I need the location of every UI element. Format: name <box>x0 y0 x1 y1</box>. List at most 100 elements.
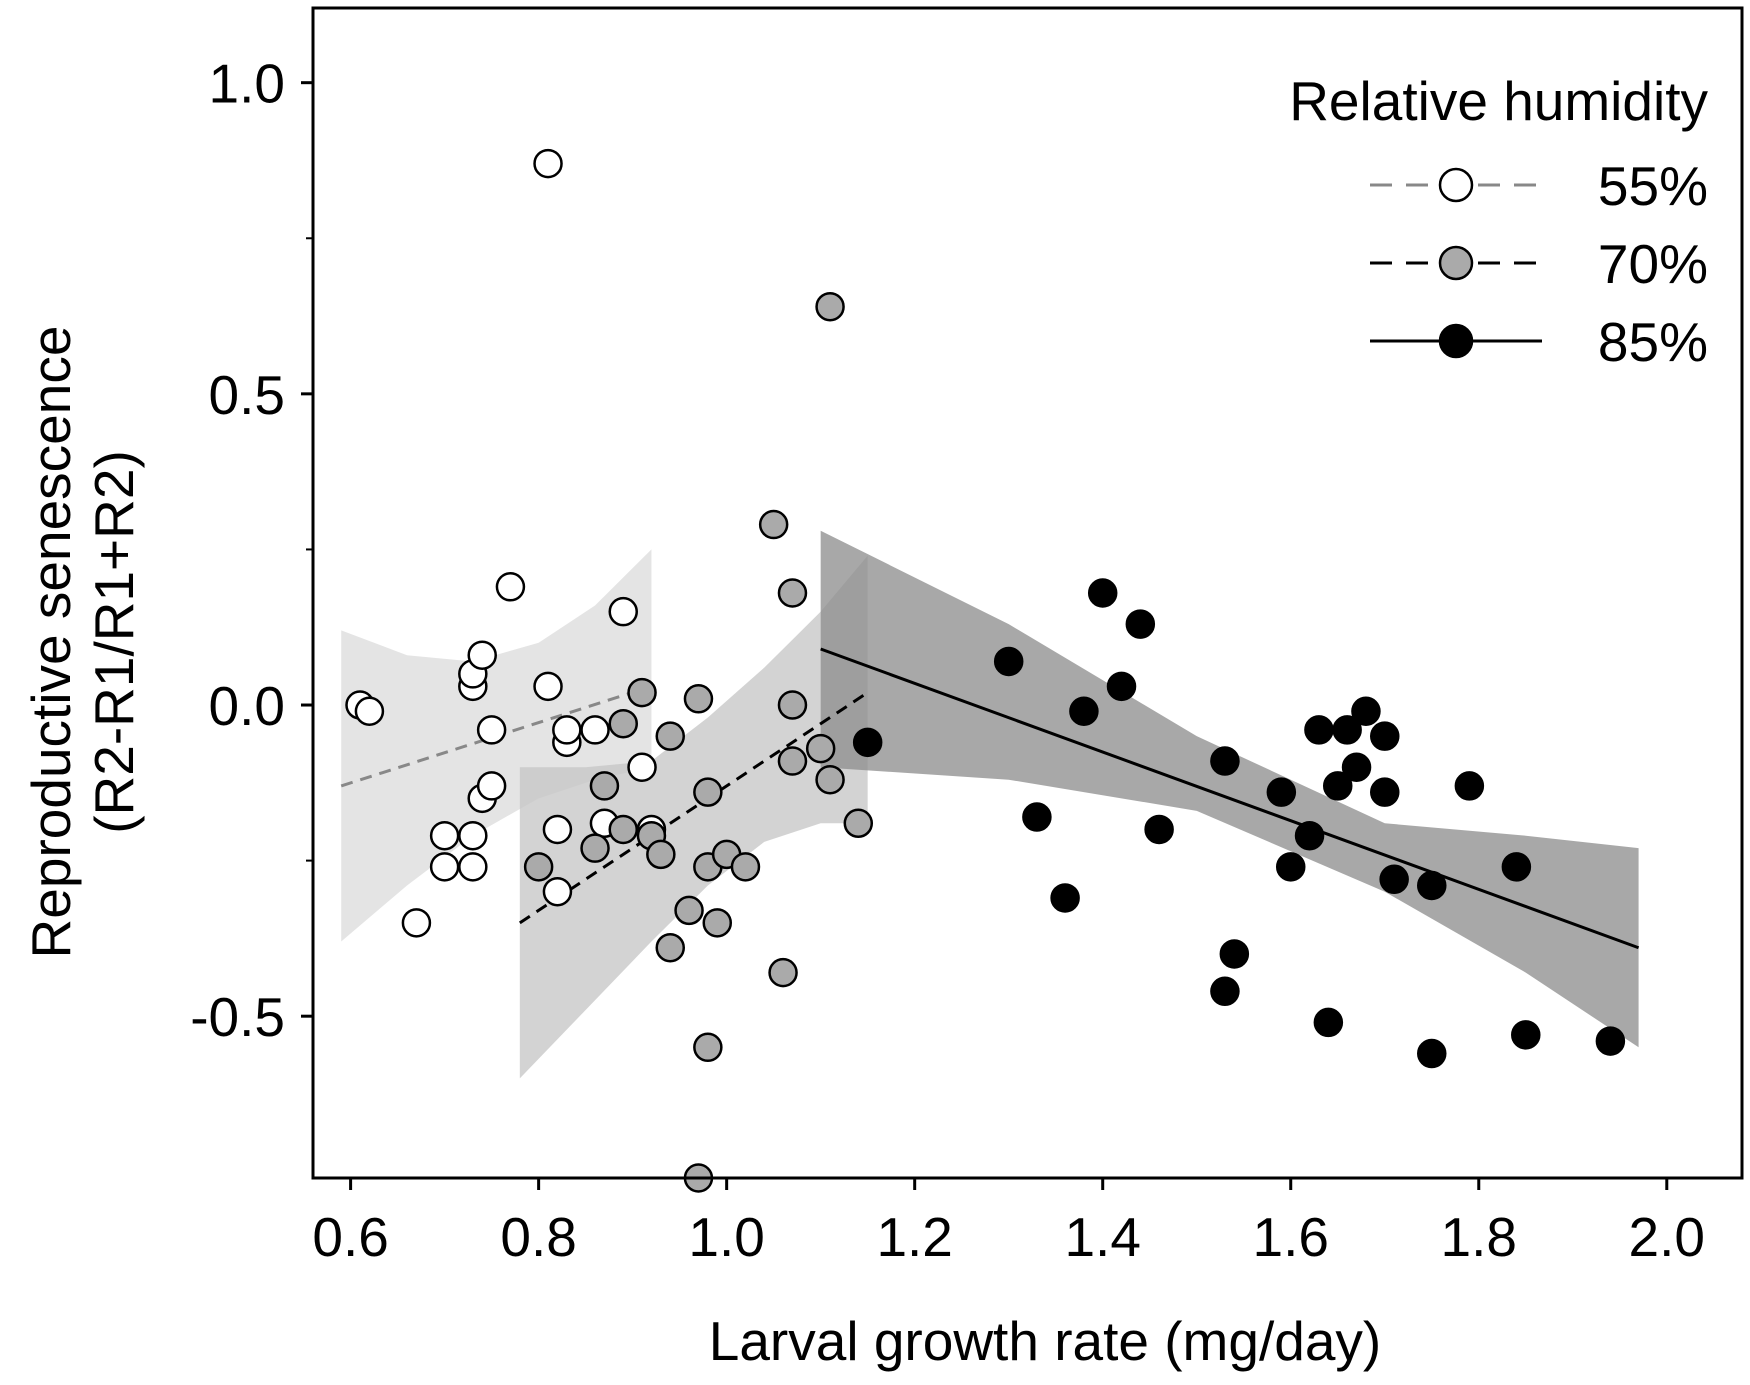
point-70 <box>683 684 714 714</box>
point-55 <box>542 876 573 907</box>
point-55 <box>552 715 582 745</box>
legend-label-70: 70% <box>1598 233 1708 295</box>
x-tick-label: 0.8 <box>500 1206 576 1268</box>
point-70 <box>608 708 638 739</box>
point-70 <box>580 833 610 863</box>
point-85 <box>993 646 1024 677</box>
point-85 <box>1332 715 1362 745</box>
point-70 <box>815 764 845 795</box>
point-70 <box>815 291 845 322</box>
x-axis-title: Larval growth rate (mg/day) <box>709 1310 1382 1372</box>
point-85 <box>1022 802 1052 832</box>
point-70 <box>805 733 836 764</box>
point-85 <box>1210 746 1240 776</box>
legend-label-55: 55% <box>1598 155 1708 217</box>
point-85 <box>1454 771 1485 801</box>
y-tick-label: -0.5 <box>190 986 285 1048</box>
point-70 <box>768 957 798 988</box>
x-tick-label: 0.6 <box>312 1206 388 1268</box>
x-tick-label: 1.8 <box>1441 1206 1517 1268</box>
point-85 <box>1341 752 1372 783</box>
point-85 <box>1370 777 1400 807</box>
point-70 <box>777 690 808 720</box>
point-85 <box>1266 777 1297 807</box>
point-85 <box>1595 1026 1626 1056</box>
point-55 <box>580 715 610 745</box>
point-55 <box>354 696 385 726</box>
x-tick-label: 1.6 <box>1253 1206 1329 1268</box>
point-55 <box>608 596 638 627</box>
y-tick-label: 0.5 <box>209 364 285 426</box>
point-85 <box>1379 864 1409 895</box>
legend-marker-70 <box>1438 245 1474 281</box>
point-55 <box>495 572 526 602</box>
y-axis-title-line2: (R2-R1/R1+R2) <box>83 450 145 834</box>
point-85 <box>1069 696 1099 726</box>
point-70 <box>730 852 761 882</box>
point-70 <box>523 852 554 882</box>
point-55 <box>476 715 507 745</box>
point-70 <box>589 771 620 801</box>
point-55 <box>458 820 488 851</box>
point-55 <box>533 148 563 179</box>
point-85 <box>1417 870 1447 901</box>
y-tick-label: 0.0 <box>209 675 285 737</box>
y-axis: 1.0 0.5 0.0 -0.5 <box>190 53 313 1048</box>
point-85 <box>1304 715 1334 745</box>
point-70 <box>608 814 638 845</box>
point-70 <box>777 578 808 608</box>
point-85 <box>1144 814 1174 845</box>
point-55 <box>429 852 460 882</box>
legend-title: Relative humidity <box>1289 70 1708 132</box>
point-55 <box>458 852 488 882</box>
point-70 <box>693 777 723 807</box>
point-70 <box>627 677 657 708</box>
point-55 <box>401 908 432 938</box>
point-85 <box>1106 671 1137 702</box>
point-85 <box>1050 883 1080 913</box>
x-tick-label: 2.0 <box>1629 1206 1705 1268</box>
point-70 <box>655 932 685 963</box>
point-85 <box>1313 1007 1344 1038</box>
legend-marker-85 <box>1438 323 1474 359</box>
point-55 <box>627 752 657 783</box>
fit-line-70 <box>519 691 869 925</box>
point-85 <box>1087 578 1118 608</box>
point-70 <box>693 1032 723 1063</box>
point-55 <box>533 671 563 702</box>
point-70 <box>702 908 733 938</box>
fit-line-85 <box>820 647 1640 950</box>
point-85 <box>1417 1038 1447 1069</box>
legend: Relative humidity 55% 70% 85% <box>1289 70 1708 373</box>
point-85 <box>1511 1020 1541 1050</box>
point-55 <box>542 814 573 845</box>
x-tick-label: 1.0 <box>688 1206 764 1268</box>
point-85 <box>1275 852 1306 882</box>
point-70 <box>758 509 789 540</box>
point-85 <box>1294 820 1325 851</box>
point-85 <box>1210 976 1240 1007</box>
point-55 <box>467 640 497 670</box>
x-tick-label: 1.4 <box>1064 1206 1140 1268</box>
point-85 <box>1219 939 1250 969</box>
band-85 <box>820 530 1639 1048</box>
y-tick-label: 1.0 <box>209 53 285 115</box>
band-70 <box>519 555 868 1079</box>
band-55 <box>341 549 652 942</box>
point-85 <box>1125 609 1156 639</box>
point-70 <box>777 746 808 776</box>
point-55 <box>429 820 460 851</box>
point-85 <box>1501 852 1532 882</box>
point-85 <box>1322 771 1353 801</box>
x-tick-label: 1.2 <box>876 1206 952 1268</box>
point-55 <box>476 771 507 801</box>
point-70 <box>843 808 874 839</box>
y-axis-title-line1: Reproductive senescence <box>20 326 82 959</box>
x-axis: 0.6 0.8 1.0 1.2 1.4 1.6 1.8 2.0 <box>312 1178 1705 1268</box>
point-70 <box>674 895 704 926</box>
confidence-bands <box>341 530 1639 1079</box>
plot-frame <box>311 6 1744 1180</box>
legend-label-85: 85% <box>1598 311 1708 373</box>
point-85 <box>1370 721 1400 751</box>
point-85 <box>1351 696 1381 726</box>
